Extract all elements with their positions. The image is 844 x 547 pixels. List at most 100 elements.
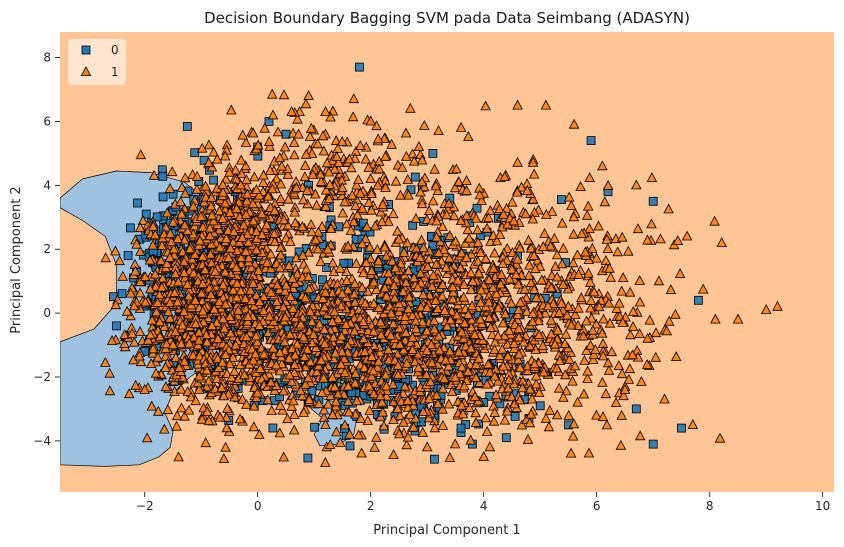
data-point-class-1 xyxy=(247,277,259,288)
data-point-class-1 xyxy=(190,294,201,305)
data-point-class-1 xyxy=(593,220,604,231)
data-point-class-1 xyxy=(203,157,214,167)
data-point-class-1 xyxy=(117,270,129,281)
data-point-class-1 xyxy=(512,99,523,110)
data-point-class-1 xyxy=(427,195,439,206)
data-point-class-1 xyxy=(220,197,231,208)
data-point-class-0 xyxy=(410,172,420,182)
data-point-class-1 xyxy=(349,377,361,388)
data-point-class-1 xyxy=(447,286,459,297)
data-point-class-1 xyxy=(499,330,510,341)
data-point-class-1 xyxy=(488,415,500,426)
data-point-class-1 xyxy=(197,221,209,232)
data-point-class-1 xyxy=(670,351,682,362)
data-point-class-1 xyxy=(586,312,597,323)
data-point-class-1 xyxy=(224,358,235,369)
data-point-class-1 xyxy=(453,346,465,357)
data-point-class-1 xyxy=(310,234,322,245)
data-point-class-1 xyxy=(604,262,615,273)
data-point-class-1 xyxy=(242,188,253,199)
data-point-class-1 xyxy=(299,351,310,361)
data-point-class-1 xyxy=(508,215,520,226)
data-point-class-1 xyxy=(494,229,506,239)
data-point-class-1 xyxy=(126,327,138,338)
data-point-class-1 xyxy=(716,237,727,248)
data-point-class-1 xyxy=(492,330,504,341)
data-point-class-1 xyxy=(459,317,470,328)
data-point-class-1 xyxy=(316,220,328,231)
data-point-class-1 xyxy=(283,193,294,204)
data-point-class-1 xyxy=(356,282,368,293)
data-point-class-1 xyxy=(142,334,154,345)
data-point-class-1 xyxy=(431,215,442,226)
data-point-class-1 xyxy=(659,393,670,404)
data-point-class-1 xyxy=(538,366,550,377)
data-point-class-1 xyxy=(475,313,486,324)
data-point-class-0 xyxy=(322,263,332,272)
data-point-class-1 xyxy=(320,419,331,429)
data-point-class-1 xyxy=(568,418,580,429)
data-point-class-1 xyxy=(241,174,252,185)
data-point-class-1 xyxy=(188,267,199,278)
data-point-class-1 xyxy=(342,380,354,391)
data-point-class-1 xyxy=(332,388,344,399)
data-point-class-1 xyxy=(261,257,273,268)
data-point-class-1 xyxy=(355,140,366,150)
data-point-class-1 xyxy=(567,375,578,386)
data-point-class-1 xyxy=(553,382,565,393)
data-point-class-1 xyxy=(394,410,406,421)
data-point-class-1 xyxy=(500,308,511,319)
data-point-class-0 xyxy=(345,441,355,451)
data-point-class-1 xyxy=(393,297,405,308)
data-point-class-1 xyxy=(446,386,458,396)
data-point-class-1 xyxy=(383,267,395,278)
data-point-class-1 xyxy=(601,233,613,244)
data-point-class-1 xyxy=(264,165,276,176)
data-point-class-1 xyxy=(104,385,116,396)
data-point-class-1 xyxy=(714,432,726,443)
data-point-class-1 xyxy=(634,275,645,285)
legend: 01 xyxy=(68,39,126,85)
data-point-class-1 xyxy=(208,146,219,157)
data-point-class-1 xyxy=(426,339,437,350)
data-point-class-1 xyxy=(319,323,330,334)
data-point-class-1 xyxy=(430,180,442,191)
data-point-class-1 xyxy=(415,301,427,312)
data-point-class-1 xyxy=(194,370,205,381)
data-point-class-1 xyxy=(492,375,504,386)
data-point-class-1 xyxy=(276,358,288,369)
data-point-class-1 xyxy=(167,216,179,227)
data-point-class-1 xyxy=(488,262,499,273)
data-point-class-1 xyxy=(251,244,262,255)
data-point-class-1 xyxy=(559,338,571,349)
data-point-class-1 xyxy=(655,233,666,244)
data-point-class-1 xyxy=(576,228,588,239)
data-point-class-0 xyxy=(303,453,313,463)
data-point-class-1 xyxy=(178,256,190,267)
data-point-class-1 xyxy=(439,304,450,315)
data-point-class-1 xyxy=(646,218,657,229)
data-point-class-1 xyxy=(493,302,504,313)
data-point-class-1 xyxy=(563,191,575,202)
data-point-class-1 xyxy=(409,356,421,367)
data-point-class-1 xyxy=(584,172,595,183)
data-point-class-1 xyxy=(613,360,625,370)
data-point-class-1 xyxy=(363,380,375,391)
data-point-class-1 xyxy=(582,200,594,211)
data-point-class-1 xyxy=(489,370,500,381)
data-point-class-1 xyxy=(537,241,549,252)
data-point-class-1 xyxy=(201,364,213,375)
x-tick-label: 6 xyxy=(593,499,601,513)
data-point-class-1 xyxy=(516,181,527,192)
data-point-class-1 xyxy=(144,254,156,265)
data-point-class-1 xyxy=(549,338,561,349)
data-point-class-1 xyxy=(387,255,398,266)
data-point-class-1 xyxy=(452,274,464,285)
data-point-class-1 xyxy=(297,312,308,323)
data-point-class-1 xyxy=(249,171,260,182)
data-point-class-1 xyxy=(363,197,375,208)
data-point-class-1 xyxy=(772,300,783,311)
data-point-class-1 xyxy=(146,314,158,325)
data-point-class-1 xyxy=(275,399,286,410)
data-point-class-1 xyxy=(443,197,455,208)
